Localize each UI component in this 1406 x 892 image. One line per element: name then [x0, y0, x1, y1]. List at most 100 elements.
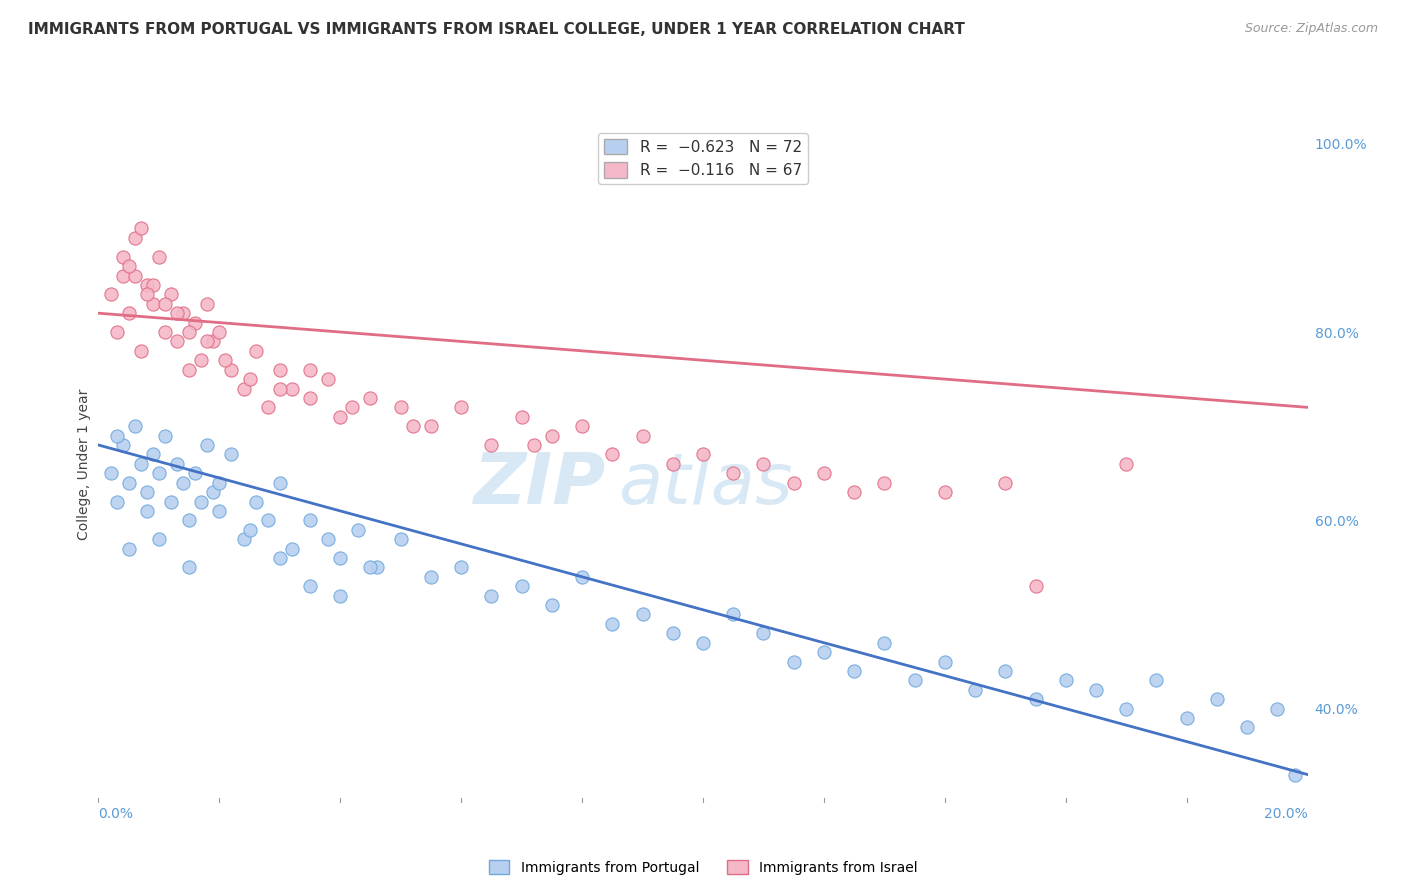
- Point: [195, 297, 218, 311]
- Point: [1284, 767, 1306, 781]
- Point: [179, 362, 201, 376]
- Point: [118, 306, 141, 320]
- Point: [692, 636, 714, 650]
- Point: [994, 475, 1017, 490]
- Point: [1267, 701, 1289, 715]
- Point: [1115, 701, 1137, 715]
- Point: [1085, 682, 1108, 697]
- Point: [135, 277, 157, 292]
- Point: [221, 362, 243, 376]
- Point: [172, 475, 194, 490]
- Point: [148, 532, 170, 546]
- Point: [214, 353, 236, 368]
- Point: [329, 551, 352, 566]
- Point: [153, 325, 176, 339]
- Point: [208, 475, 231, 490]
- Point: [571, 570, 593, 584]
- Point: [111, 268, 134, 283]
- Text: 0.0%: 0.0%: [98, 807, 134, 822]
- Point: [221, 447, 243, 461]
- Point: [510, 409, 533, 424]
- Point: [571, 419, 593, 434]
- Point: [873, 475, 896, 490]
- Point: [124, 268, 146, 283]
- Point: [269, 475, 291, 490]
- Point: [135, 504, 157, 518]
- Text: ZIP: ZIP: [474, 450, 606, 518]
- Point: [153, 297, 176, 311]
- Point: [179, 513, 201, 527]
- Point: [208, 325, 231, 339]
- Point: [1115, 457, 1137, 471]
- Point: [129, 343, 152, 358]
- Point: [118, 259, 141, 273]
- Point: [129, 457, 152, 471]
- Point: [160, 494, 183, 508]
- Point: [1054, 673, 1077, 688]
- Point: [342, 401, 364, 415]
- Point: [256, 513, 278, 527]
- Legend: R =  −0.623   N = 72, R =  −0.116   N = 67: R = −0.623 N = 72, R = −0.116 N = 67: [599, 133, 807, 185]
- Point: [111, 438, 134, 452]
- Point: [662, 626, 685, 640]
- Point: [111, 250, 134, 264]
- Point: [245, 494, 267, 508]
- Point: [118, 475, 141, 490]
- Point: [148, 250, 170, 264]
- Point: [965, 682, 987, 697]
- Point: [389, 532, 412, 546]
- Point: [366, 560, 388, 574]
- Point: [118, 541, 141, 556]
- Point: [316, 372, 339, 386]
- Point: [166, 306, 188, 320]
- Point: [148, 467, 170, 481]
- Text: 20.0%: 20.0%: [1264, 807, 1308, 822]
- Point: [662, 457, 685, 471]
- Point: [129, 221, 152, 235]
- Point: [232, 532, 254, 546]
- Point: [208, 504, 231, 518]
- Point: [232, 382, 254, 396]
- Point: [299, 362, 322, 376]
- Point: [541, 428, 564, 442]
- Point: [105, 494, 128, 508]
- Point: [904, 673, 927, 688]
- Point: [450, 401, 472, 415]
- Point: [299, 391, 322, 405]
- Point: [316, 532, 339, 546]
- Point: [160, 287, 183, 301]
- Point: [124, 419, 146, 434]
- Point: [166, 457, 188, 471]
- Point: [420, 419, 443, 434]
- Point: [142, 277, 165, 292]
- Point: [202, 485, 225, 500]
- Point: [105, 325, 128, 339]
- Point: [153, 428, 176, 442]
- Point: [934, 655, 956, 669]
- Point: [124, 231, 146, 245]
- Point: [239, 372, 262, 386]
- Point: [360, 391, 382, 405]
- Point: [245, 343, 267, 358]
- Point: [299, 513, 322, 527]
- Point: [873, 636, 896, 650]
- Point: [481, 589, 503, 603]
- Point: [1175, 711, 1198, 725]
- Point: [142, 447, 165, 461]
- Point: [813, 467, 835, 481]
- Point: [389, 401, 412, 415]
- Point: [813, 645, 835, 659]
- Point: [329, 589, 352, 603]
- Point: [105, 428, 128, 442]
- Point: [994, 664, 1017, 678]
- Point: [1206, 692, 1229, 706]
- Point: [184, 467, 207, 481]
- Point: [142, 297, 165, 311]
- Point: [299, 579, 322, 593]
- Point: [723, 467, 745, 481]
- Point: [347, 523, 370, 537]
- Legend: Immigrants from Portugal, Immigrants from Israel: Immigrants from Portugal, Immigrants fro…: [484, 855, 922, 880]
- Point: [329, 409, 352, 424]
- Point: [1024, 579, 1046, 593]
- Point: [190, 353, 212, 368]
